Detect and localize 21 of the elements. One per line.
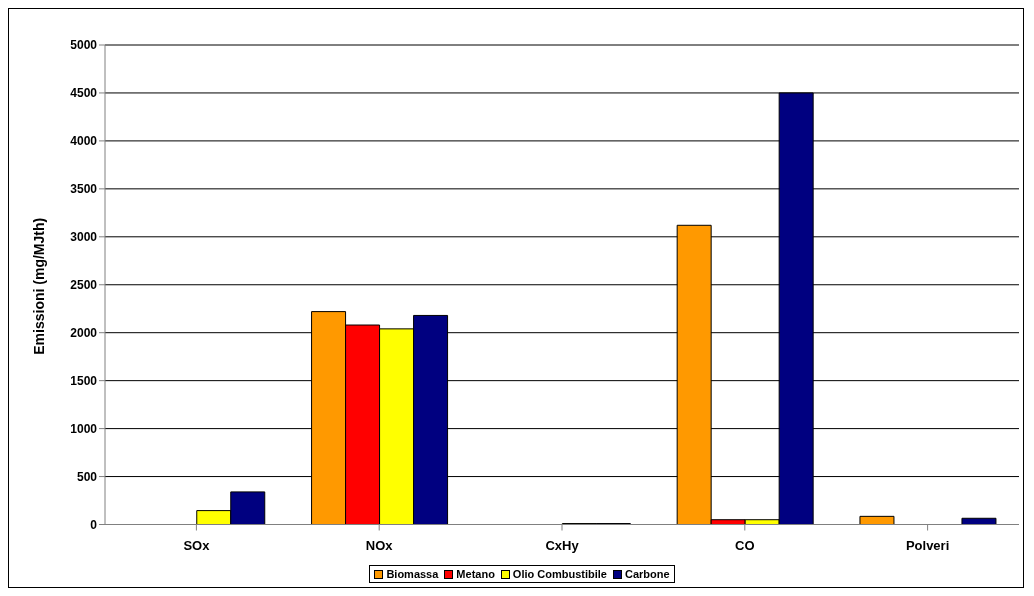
y-tick-label: 4500 (70, 86, 98, 101)
x-tick-label: SOx (183, 537, 211, 553)
y-tick-label: 2500 (70, 278, 98, 293)
legend-label: Carbone (624, 568, 670, 580)
y-tick-label: 5000 (70, 38, 98, 53)
y-tick-label: 1000 (70, 421, 98, 436)
legend-label: Metano (455, 568, 495, 580)
x-tick-label: NOx (365, 537, 394, 553)
y-tick-label: 4000 (70, 134, 98, 149)
y-tick-label: 1500 (70, 373, 98, 388)
y-tick-label: 0 (90, 517, 98, 532)
y-axis-title: Emissioni (mg/MJth) (30, 217, 47, 355)
y-tick-label: 3000 (70, 230, 98, 245)
y-tick-label: 500 (76, 469, 98, 484)
legend-label: Olio Combustibile (511, 568, 607, 580)
y-tick-label: 3500 (70, 182, 98, 197)
x-tick-label: Polveri (905, 537, 950, 553)
y-tick-label: 2000 (70, 325, 98, 340)
x-tick-label: CO (735, 537, 755, 553)
x-tick-label: CxHy (545, 537, 580, 553)
legend-label: Biomassa (385, 568, 439, 580)
